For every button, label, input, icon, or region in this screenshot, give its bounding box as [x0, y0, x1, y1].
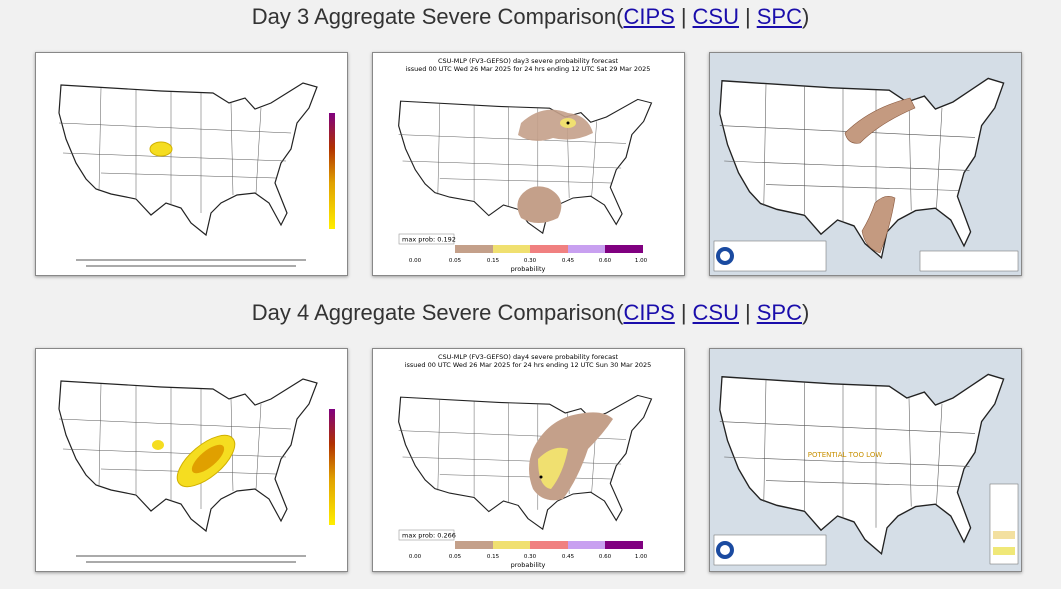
separator: |: [680, 300, 687, 325]
link[interactable]: CSU: [692, 4, 739, 29]
caption-box: [46, 552, 336, 566]
colorbar-label: probability: [511, 561, 546, 569]
colorbar-tick: 0.45: [562, 554, 575, 560]
colorbar-tick: 0.60: [599, 258, 612, 264]
colorbar-tick: 0.00: [409, 554, 422, 560]
image-panel: CSU-MLP (FV3-GEFSO) day3 severe probabil…: [372, 52, 685, 276]
colorbar-segment: [455, 541, 493, 549]
separator: |: [680, 4, 687, 29]
forecast-title: CSU-MLP (FV3-GEFSO) day4 severe probabil…: [438, 353, 619, 361]
link[interactable]: SPC: [756, 4, 802, 29]
colorbar-tick: 0.15: [487, 258, 500, 264]
map-image: [36, 349, 347, 571]
max-point: [539, 475, 543, 479]
colorbar-tick: 0.60: [599, 554, 612, 560]
punctuation: (: [616, 4, 624, 29]
link[interactable]: CIPS: [623, 4, 675, 29]
colorbar-segment: [605, 245, 643, 253]
map-image: CSU-MLP (FV3-GEFSO) day4 severe probabil…: [373, 349, 684, 571]
map-image: [36, 53, 347, 275]
max-prob-box: [398, 529, 455, 541]
image-panel: POTENTIAL TOO LOW: [709, 348, 1022, 572]
max-prob: max prob: 0.192: [402, 236, 456, 244]
noaa-logo-inner: [720, 251, 730, 261]
colorbar-segment: [493, 541, 531, 549]
punctuation: ): [801, 4, 810, 29]
colorbar-tick: 0.00: [409, 258, 422, 264]
colorbar: [329, 113, 335, 229]
map-image: POTENTIAL TOO LOW: [710, 349, 1021, 571]
image-panel: [35, 52, 348, 276]
colorbar-segment: [530, 245, 568, 253]
colorbar: [329, 409, 335, 525]
colorbar-segment: [455, 245, 493, 253]
colorbar-tick: 0.15: [487, 554, 500, 560]
prob-area: [152, 440, 164, 450]
prob-area: [191, 444, 225, 474]
max-prob-box: [398, 233, 455, 245]
colorbar-tick: 1.00: [635, 554, 648, 560]
forecast-issued: issued 00 UTC Wed 26 Mar 2025 for 24 hrs…: [406, 65, 651, 73]
prob-area: [538, 447, 568, 489]
colorbar-segment: [568, 245, 606, 253]
colorbar-segment: [568, 541, 606, 549]
separator: |: [745, 4, 751, 29]
risk-area: [844, 97, 916, 144]
risk-area: [861, 196, 896, 254]
section-heading: Day 3 Aggregate Severe Comparison(CIPS | C…: [0, 4, 1061, 30]
heading-text: Day 4 Aggregate Severe Comparison: [251, 300, 617, 325]
max-point: [566, 121, 570, 125]
colorbar-tick: 1.00: [635, 258, 648, 264]
colorbar-segment: [530, 541, 568, 549]
colorbar-segment: [493, 245, 531, 253]
colorbar-tick: 0.30: [524, 258, 537, 264]
heading-text: Day 3 Aggregate Severe Comparison: [251, 4, 617, 29]
link[interactable]: CIPS: [623, 300, 675, 325]
colorbar-tick: 0.45: [562, 258, 575, 264]
legend-swatch: [993, 531, 1015, 539]
image-panel: [35, 348, 348, 572]
map-image: [710, 53, 1021, 275]
noaa-logo-inner: [720, 545, 730, 555]
prob-area: [518, 109, 593, 141]
punctuation: (: [616, 300, 624, 325]
outlook-note: POTENTIAL TOO LOW: [808, 451, 883, 459]
forecast-title: CSU-MLP (FV3-GEFSO) day3 severe probabil…: [438, 57, 619, 65]
caption-box: [46, 256, 336, 270]
link[interactable]: CSU: [692, 300, 739, 325]
legend-box: [919, 250, 1019, 272]
colorbar-label: probability: [511, 265, 546, 273]
colorbar-tick: 0.30: [524, 554, 537, 560]
separator: |: [745, 300, 751, 325]
section-heading: Day 4 Aggregate Severe Comparison(CIPS | C…: [0, 300, 1061, 326]
map-image: CSU-MLP (FV3-GEFSO) day3 severe probabil…: [373, 53, 684, 275]
legend-swatch: [993, 547, 1015, 555]
punctuation: ): [801, 300, 810, 325]
link[interactable]: SPC: [756, 300, 802, 325]
image-panel: CSU-MLP (FV3-GEFSO) day4 severe probabil…: [372, 348, 685, 572]
colorbar-tick: 0.05: [449, 258, 462, 264]
prob-area: [149, 141, 173, 157]
prob-area: [517, 186, 562, 223]
forecast-issued: issued 00 UTC Wed 26 Mar 2025 for 24 hrs…: [405, 361, 652, 369]
colorbar-tick: 0.05: [449, 554, 462, 560]
colorbar-segment: [605, 541, 643, 549]
image-panel: [709, 52, 1022, 276]
max-prob: max prob: 0.266: [402, 532, 456, 540]
